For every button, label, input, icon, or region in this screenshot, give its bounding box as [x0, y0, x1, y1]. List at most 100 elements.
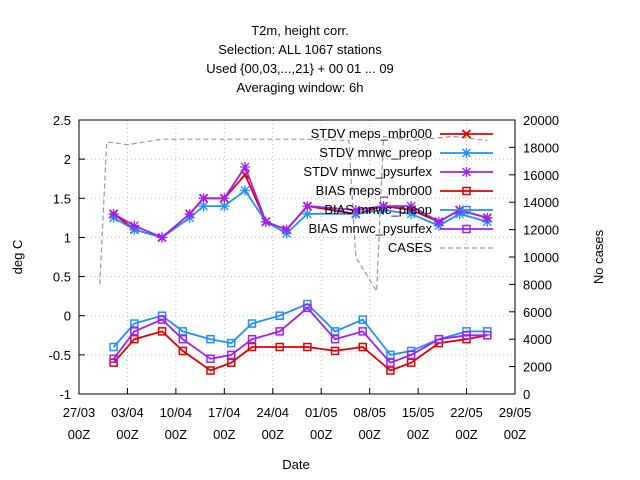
y-axis-label: deg C	[10, 240, 25, 275]
series-point	[109, 354, 118, 364]
y2-tick-label: 6000	[523, 305, 552, 320]
y2-axis-ticks: 2000018000160001400012000100008000600040…	[509, 113, 559, 402]
x-tick-label-date: 01/05	[305, 405, 338, 420]
series-point	[247, 342, 257, 352]
plot-frame	[78, 119, 516, 395]
y-tick-label: 1	[64, 230, 71, 245]
series-line	[99, 135, 488, 294]
legend-marker	[461, 167, 472, 177]
x-axis-label: Date	[282, 457, 309, 472]
y2-tick-label: 4000	[523, 332, 552, 347]
series-point	[358, 327, 367, 336]
series-point	[406, 201, 417, 212]
x-tick-label-hour: 00Z	[358, 427, 380, 442]
y2-tick-label: 12000	[523, 223, 559, 238]
series-line	[112, 302, 488, 356]
series-point	[178, 327, 188, 336]
series-point	[227, 358, 236, 367]
y2-tick-label: 0	[523, 387, 530, 402]
series-6	[99, 135, 488, 294]
y-tick-label: 2	[64, 152, 71, 167]
series-point	[483, 331, 492, 340]
series-point	[433, 216, 444, 227]
series-point	[303, 303, 312, 313]
series-point	[130, 327, 139, 336]
series-point	[275, 327, 284, 336]
x-axis-ticks: 27/03 00Z 03/04 00Z 10/04 00Z 17/04 00Z 24/04 00Z…	[63, 388, 531, 442]
series-5	[109, 303, 492, 367]
y2-tick-label: 10000	[523, 250, 559, 265]
series-point	[219, 193, 230, 204]
legend-label: BIAS meps_mbr000	[316, 183, 432, 198]
series-point	[406, 350, 416, 360]
series-point	[260, 216, 271, 227]
x-tick-label-hour: 00Z	[165, 427, 187, 442]
series-point	[108, 208, 119, 219]
series-line	[113, 189, 488, 239]
series-point	[109, 342, 118, 352]
series-point	[275, 342, 284, 352]
legend-marker	[461, 129, 472, 139]
y-tick-label: 2.5	[53, 113, 71, 128]
y2-axis-label: No cases	[591, 229, 606, 284]
series-point	[198, 201, 209, 212]
legend-label: BIAS mnwc_pysurfex	[308, 221, 432, 236]
series-point	[303, 342, 312, 352]
chart-title-line-1: T2m, height corr.	[251, 23, 349, 38]
series-point	[386, 358, 395, 367]
series-point	[406, 358, 416, 367]
chart-title-line-3: Used {00,03,...,21} + 00 01 ... 09	[206, 61, 394, 76]
x-tick-label-date: 27/03	[63, 405, 96, 420]
x-tick-label-hour: 00Z	[455, 427, 477, 442]
y2-tick-label: 18000	[523, 140, 559, 155]
y-tick-label: 1.5	[53, 191, 71, 206]
series-point	[378, 201, 389, 212]
x-tick-label-hour: 00Z	[213, 427, 235, 442]
series-point	[129, 220, 140, 231]
series-point	[240, 161, 251, 172]
chart-title-line-4: Averaging window: 6h	[237, 80, 364, 95]
series-point	[434, 334, 444, 344]
series-point	[330, 327, 340, 336]
legend-marker	[461, 148, 472, 158]
y-tick-label: -1	[59, 387, 71, 402]
y2-tick-label: 16000	[523, 168, 559, 183]
series-point	[281, 224, 292, 235]
series-point	[130, 334, 139, 344]
y-tick-label: 0	[64, 309, 71, 324]
x-tick-label-hour: 00Z	[68, 427, 90, 442]
y2-tick-label: 8000	[523, 277, 552, 292]
series-point	[227, 350, 236, 360]
legend-marker	[462, 205, 471, 215]
legend-label: CASES	[388, 240, 432, 255]
x-tick-label-date: 15/05	[402, 405, 435, 420]
series-point	[240, 185, 251, 196]
series-point	[157, 315, 167, 324]
series-point	[462, 331, 471, 340]
x-tick-label-hour: 00Z	[504, 427, 526, 442]
series-point	[330, 346, 340, 356]
series-point	[219, 201, 230, 212]
series-point	[386, 350, 395, 360]
x-tick-label-hour: 00Z	[116, 427, 138, 442]
x-tick-label-hour: 00Z	[407, 427, 429, 442]
legend-label: BIAS mnwc_preop	[324, 202, 432, 217]
series-point	[157, 327, 167, 336]
y-tick-label: 0.5	[53, 270, 71, 285]
legend-label: STDV mnwc_pysurfex	[303, 164, 432, 179]
series-point	[206, 366, 215, 375]
series-line	[112, 306, 488, 364]
x-tick-label-date: 22/05	[450, 405, 483, 420]
series-point	[157, 232, 168, 243]
x-tick-label-date: 24/04	[257, 405, 290, 420]
legend-label: STDV mnwc_preop	[319, 145, 432, 160]
legend-label: STDV meps_mbr000	[311, 126, 432, 141]
series-point	[482, 212, 493, 223]
series-point	[386, 366, 395, 375]
legend-marker	[462, 186, 471, 196]
series-point	[206, 334, 215, 344]
series-layer	[99, 135, 493, 375]
chart-title-line-2: Selection: ALL 1067 stations	[218, 42, 382, 57]
